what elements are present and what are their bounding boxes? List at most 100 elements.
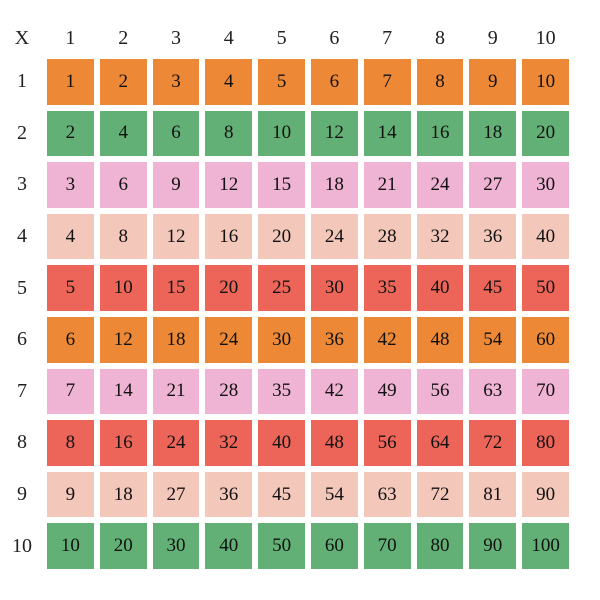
col-header: 4 [202, 27, 255, 50]
cell: 50 [255, 520, 308, 572]
cell: 63 [466, 366, 519, 418]
row-header: 8 [0, 417, 44, 469]
cell: 40 [202, 520, 255, 572]
cell: 49 [361, 366, 414, 418]
cell: 25 [255, 262, 308, 314]
cell: 14 [97, 366, 150, 418]
row-header: 2 [0, 108, 44, 160]
cell: 10 [519, 56, 572, 108]
table-row: 22468101214161820 [0, 108, 572, 160]
cell: 72 [466, 417, 519, 469]
cell: 6 [97, 159, 150, 211]
cell: 8 [202, 108, 255, 160]
corner-label: X [0, 27, 44, 50]
col-header: 9 [466, 27, 519, 50]
cell: 36 [202, 469, 255, 521]
cell: 20 [519, 108, 572, 160]
col-header: 3 [150, 27, 203, 50]
cell: 14 [361, 108, 414, 160]
cell: 45 [466, 262, 519, 314]
cell: 90 [466, 520, 519, 572]
cell: 3 [44, 159, 97, 211]
table-row: 336912151821242730 [0, 159, 572, 211]
cell: 5 [255, 56, 308, 108]
cell: 63 [361, 469, 414, 521]
cell: 24 [202, 314, 255, 366]
col-header: 6 [308, 27, 361, 50]
table-row: 10102030405060708090100 [0, 520, 572, 572]
cell: 21 [361, 159, 414, 211]
cell: 45 [255, 469, 308, 521]
cell: 9 [44, 469, 97, 521]
row-header: 6 [0, 314, 44, 366]
cell: 18 [466, 108, 519, 160]
table-row: 55101520253035404550 [0, 262, 572, 314]
row-header: 10 [0, 520, 44, 572]
cell: 60 [308, 520, 361, 572]
cell: 72 [414, 469, 467, 521]
cell: 36 [308, 314, 361, 366]
cell: 30 [519, 159, 572, 211]
cell: 30 [308, 262, 361, 314]
col-header: 8 [414, 27, 467, 50]
cell: 20 [255, 211, 308, 263]
cell: 4 [202, 56, 255, 108]
cell: 8 [44, 417, 97, 469]
cell: 8 [97, 211, 150, 263]
header-row: X 1 2 3 4 5 6 7 8 9 10 [0, 20, 572, 56]
cell: 6 [308, 56, 361, 108]
cell: 12 [150, 211, 203, 263]
cell: 18 [308, 159, 361, 211]
cell: 60 [519, 314, 572, 366]
cell: 20 [202, 262, 255, 314]
col-header: 5 [255, 27, 308, 50]
table-row: 88162432404856647280 [0, 417, 572, 469]
cell: 2 [97, 56, 150, 108]
col-header: 1 [44, 27, 97, 50]
multiplication-table: X 1 2 3 4 5 6 7 8 9 10 11234567891022468… [0, 0, 600, 600]
cell: 28 [361, 211, 414, 263]
cell: 12 [202, 159, 255, 211]
row-header: 7 [0, 366, 44, 418]
cell: 32 [414, 211, 467, 263]
row-header: 5 [0, 262, 44, 314]
cell: 15 [150, 262, 203, 314]
cell: 16 [414, 108, 467, 160]
cell: 10 [44, 520, 97, 572]
cell: 90 [519, 469, 572, 521]
cell: 8 [414, 56, 467, 108]
cell: 6 [44, 314, 97, 366]
cell: 42 [308, 366, 361, 418]
row-header: 3 [0, 159, 44, 211]
cell: 21 [150, 366, 203, 418]
cell: 70 [361, 520, 414, 572]
table-row: 66121824303642485460 [0, 314, 572, 366]
cell: 10 [255, 108, 308, 160]
cell: 54 [466, 314, 519, 366]
cell: 10 [97, 262, 150, 314]
cell: 4 [44, 211, 97, 263]
cell: 16 [202, 211, 255, 263]
cell: 42 [361, 314, 414, 366]
row-header: 1 [0, 56, 44, 108]
row-header: 4 [0, 211, 44, 263]
cell: 7 [44, 366, 97, 418]
cell: 18 [150, 314, 203, 366]
cell: 20 [97, 520, 150, 572]
cell: 35 [361, 262, 414, 314]
cell: 48 [414, 314, 467, 366]
cell: 15 [255, 159, 308, 211]
cell: 7 [361, 56, 414, 108]
cell: 80 [519, 417, 572, 469]
cell: 54 [308, 469, 361, 521]
cell: 80 [414, 520, 467, 572]
col-header: 2 [97, 27, 150, 50]
table-row: 4481216202428323640 [0, 211, 572, 263]
cell: 40 [414, 262, 467, 314]
cell: 36 [466, 211, 519, 263]
cell: 56 [361, 417, 414, 469]
cell: 12 [308, 108, 361, 160]
cell: 9 [150, 159, 203, 211]
cell: 56 [414, 366, 467, 418]
cell: 24 [414, 159, 467, 211]
